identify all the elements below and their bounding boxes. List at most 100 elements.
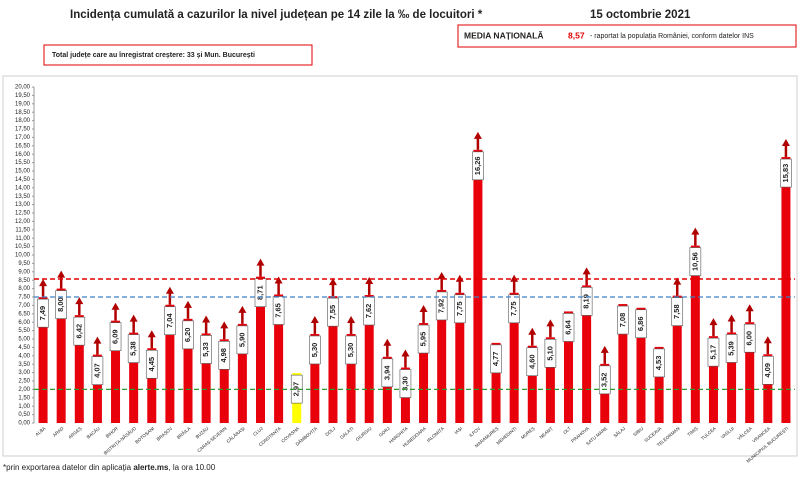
- bar: [455, 292, 465, 423]
- value-label: 7,55: [328, 305, 337, 320]
- value-label-box: [236, 325, 249, 355]
- value-label-box: [617, 305, 629, 335]
- increase-arrow-head: [202, 315, 211, 323]
- y-tick-label: 19,50: [15, 93, 31, 99]
- bar: [745, 322, 755, 423]
- bar: [364, 294, 374, 423]
- value-label-box: [490, 344, 502, 374]
- value-label: 7,08: [618, 313, 627, 328]
- y-tick-label: 13,00: [15, 202, 31, 208]
- x-tick-label: ILFOV: [468, 426, 481, 438]
- value-label-box: [689, 247, 702, 276]
- y-tick-label: 15,50: [15, 160, 31, 166]
- footnote-part: , la ora 10.00: [168, 463, 215, 472]
- y-tick-label: 9,50: [18, 261, 30, 267]
- bar: [165, 304, 175, 423]
- y-tick-label: 0,00: [18, 421, 30, 427]
- x-tick-label: VÂLCEA: [736, 425, 753, 441]
- value-label: 7,75: [509, 301, 518, 316]
- increase-arrow-head: [437, 271, 446, 279]
- value-label: 8,00: [56, 297, 65, 312]
- bar: [129, 332, 139, 423]
- increase-arrow-head: [473, 131, 482, 139]
- increase-arrow-head: [582, 267, 591, 275]
- x-tick-label: BRAȘOV: [156, 426, 174, 442]
- bar: [727, 332, 737, 423]
- value-label-box: [109, 322, 122, 351]
- value-label-box: [780, 158, 792, 188]
- bar: [328, 296, 338, 423]
- increase-arrow-head: [691, 227, 700, 235]
- value-label-box: [417, 324, 430, 354]
- y-tick-label: 7,50: [18, 295, 30, 301]
- y-tick-label: 12,50: [15, 211, 31, 217]
- value-label-box: [526, 347, 539, 377]
- bar: [201, 333, 211, 423]
- bar: [473, 149, 483, 423]
- x-tick-label: SIBIU: [632, 426, 644, 437]
- bar: [654, 346, 664, 423]
- value-label-box: [164, 306, 176, 336]
- increase-arrow-head: [600, 345, 609, 353]
- y-tick-label: 17,00: [15, 135, 31, 141]
- increase-arrow-head: [310, 315, 319, 323]
- average-value: 8,57: [568, 30, 585, 40]
- y-tick-label: 3,00: [18, 370, 30, 376]
- value-label: 4,45: [147, 357, 156, 372]
- x-tick-label: BRĂILA: [175, 425, 191, 440]
- chart-frame: [2, 75, 798, 457]
- value-label: 7,49: [38, 306, 47, 321]
- x-tick-label: BOTOȘANI: [134, 426, 155, 445]
- x-tick-label: VASLUI: [720, 426, 735, 440]
- value-label-box: [127, 334, 140, 363]
- x-tick-label: IAȘI: [453, 426, 463, 435]
- y-tick-label: 18,00: [15, 118, 31, 124]
- increase-arrow-head: [274, 276, 283, 284]
- x-tick-label: GALAȚI: [339, 426, 354, 440]
- y-tick-label: 10,00: [15, 253, 31, 259]
- increase-arrow-head: [147, 330, 156, 338]
- x-tick-label: ARGEȘ: [67, 426, 82, 440]
- value-label: 7,58: [672, 304, 681, 319]
- value-label-box: [309, 335, 321, 365]
- bar: [491, 342, 501, 423]
- bar: [781, 157, 791, 423]
- bar: [183, 318, 193, 423]
- increase-arrow-head: [39, 279, 48, 287]
- value-label-box: [345, 335, 357, 365]
- bar: [437, 289, 447, 423]
- value-label: 7,04: [165, 313, 174, 328]
- footnote-link: alerte.ms: [133, 463, 169, 472]
- increase-arrow-head: [673, 277, 682, 285]
- value-label: 6,64: [563, 319, 572, 334]
- y-tick-label: 1,00: [18, 404, 30, 410]
- value-label-box: [363, 296, 376, 326]
- bar: [237, 323, 247, 423]
- value-label-box: [508, 294, 520, 324]
- value-label: 4,98: [219, 348, 228, 363]
- y-tick-label: 0,50: [18, 412, 30, 418]
- bar: [111, 320, 121, 423]
- value-label: 6,42: [74, 324, 83, 339]
- increase-arrow-head: [347, 315, 356, 323]
- value-label-box: [327, 297, 339, 327]
- y-tick-label: 16,50: [15, 143, 31, 149]
- chart-date: 15 octombrie 2021: [590, 9, 691, 21]
- increase-arrow-head: [419, 305, 428, 313]
- value-label: 4,77: [491, 352, 500, 367]
- value-label-box: [218, 341, 231, 370]
- value-label: 5,33: [201, 342, 210, 357]
- value-label-box: [200, 335, 212, 364]
- increase-arrow-head: [546, 319, 555, 327]
- y-tick-label: 2,50: [18, 379, 30, 385]
- average-title: MEDIA NAȚIONALĂ: [464, 30, 543, 40]
- increase-arrow-head: [256, 258, 265, 266]
- bar: [56, 288, 66, 423]
- bar: [763, 354, 773, 423]
- x-tick-label: SĂLAJ: [612, 425, 626, 438]
- value-label-box: [671, 297, 684, 326]
- y-tick-label: 1,50: [18, 395, 30, 401]
- y-tick-label: 11,00: [15, 236, 30, 242]
